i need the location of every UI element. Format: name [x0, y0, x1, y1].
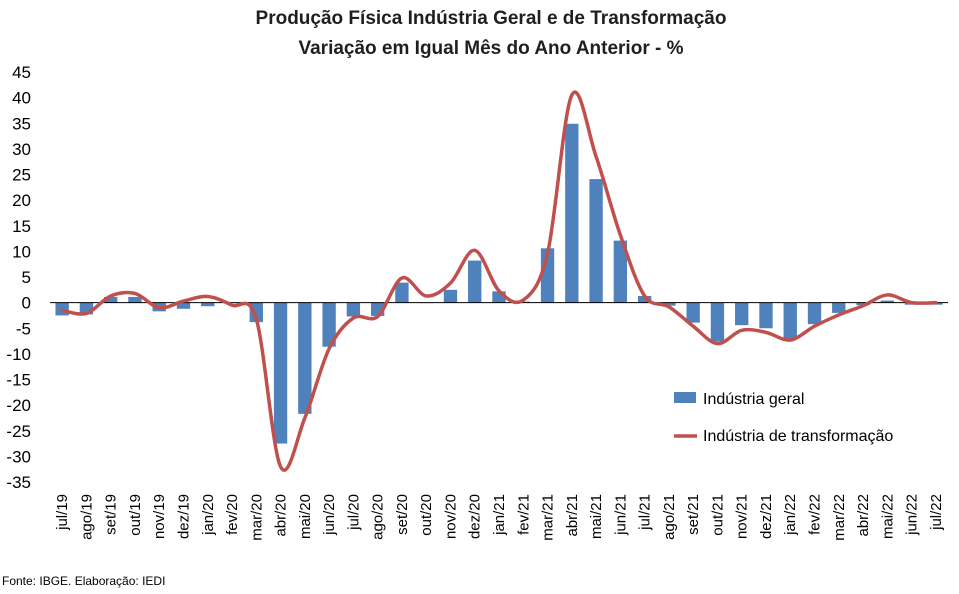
y-tick-label: 30	[12, 140, 31, 159]
x-tick-label: jul/20	[345, 494, 362, 531]
x-tick-label: mai/20	[297, 494, 314, 539]
x-tick-label: dez/20	[467, 494, 484, 539]
bar-mai-21	[589, 179, 603, 303]
x-tick-label: ago/19	[78, 494, 95, 540]
x-tick-label: set/21	[685, 494, 702, 535]
bar-series	[55, 123, 943, 444]
bar-jan-20	[201, 302, 215, 307]
x-tick-label: jan/21	[491, 494, 508, 536]
x-tick-label: mar/21	[540, 494, 557, 541]
bar-fev-22	[807, 302, 822, 325]
x-tick-label: out/19	[127, 494, 144, 536]
x-tick-label: nov/20	[442, 494, 459, 539]
bar-ago-21	[662, 302, 676, 306]
x-tick-label: out/21	[709, 494, 726, 536]
x-tick-label: jun/22	[904, 494, 921, 536]
bar-dez-21	[759, 302, 773, 329]
legend: Indústria geral Indústria de transformaç…	[674, 391, 893, 445]
bar-out-19	[128, 296, 142, 303]
bar-mai-20	[298, 302, 312, 414]
bar-abr-21	[565, 123, 579, 303]
y-tick-label: 15	[12, 217, 31, 236]
x-tick-label: fev/21	[515, 494, 532, 535]
bar-set-19	[104, 296, 118, 303]
x-tick-label: ago/21	[661, 494, 678, 540]
bar-set-20	[395, 282, 409, 303]
x-tick-label: mar/22	[831, 494, 848, 541]
y-tick-label: -25	[6, 422, 31, 441]
x-tick-label: set/20	[394, 494, 411, 535]
y-tick-label: 45	[12, 63, 31, 82]
x-tick-label: jul/22	[928, 494, 945, 531]
x-tick-label: abr/22	[855, 494, 872, 537]
x-tick-label: mai/22	[879, 494, 896, 539]
y-tick-label: -5	[16, 319, 31, 338]
y-tick-label: -10	[6, 345, 31, 364]
x-tick-label: dez/19	[175, 494, 192, 539]
legend-bar-swatch	[674, 392, 696, 403]
x-tick-label: out/20	[418, 494, 435, 536]
x-tick-label: jan/20	[200, 494, 217, 536]
x-tick-label: mai/21	[588, 494, 605, 539]
x-tick-label: set/19	[103, 494, 120, 535]
x-tick-label: dez/21	[758, 494, 775, 539]
source-note: Fonte: IBGE. Elaboração: IEDI	[2, 574, 166, 588]
bar-abr-20	[273, 302, 288, 444]
bar-jan-22	[783, 302, 797, 340]
x-tick-label: ago/20	[370, 494, 387, 540]
x-tick-label: fev/22	[807, 494, 824, 535]
x-tick-label: jul/21	[637, 494, 654, 531]
bar-nov-21	[735, 302, 749, 326]
x-tick-label: nov/19	[151, 494, 168, 539]
y-tick-label: -15	[6, 371, 31, 390]
y-tick-label: 5	[22, 268, 31, 287]
bar-nov-20	[443, 289, 458, 303]
x-tick-label: jun/20	[321, 494, 338, 536]
bar-mar-22	[832, 302, 846, 313]
y-tick-label: 35	[12, 114, 31, 133]
y-tick-label: 40	[12, 89, 31, 108]
legend-bar-label: Indústria geral	[703, 391, 804, 408]
y-axis-ticks: 45 40 35 30 25 20 15 10 5 0 -5 -10 -15 -20 -25 -30 -35	[6, 63, 31, 492]
bar-dez-19	[176, 302, 191, 309]
x-tick-label: abr/21	[564, 494, 581, 537]
transformation-line	[60, 90, 938, 472]
bar-jun-20	[322, 302, 336, 347]
bar-jan-21	[492, 291, 506, 303]
x-tick-label: jun/21	[612, 494, 629, 536]
y-tick-label: 10	[12, 242, 31, 261]
bar-jun-21	[613, 240, 628, 303]
bar-set-21	[686, 302, 700, 323]
bar-ago-19	[79, 302, 94, 315]
legend-line-label: Indústria de transformação	[703, 428, 893, 445]
x-axis-ticks: jul/19 ago/19 set/19 out/19 nov/19 dez/19 jan/…	[54, 494, 945, 541]
bar-jul-20	[346, 302, 361, 317]
x-tick-label: jan/22	[782, 494, 799, 536]
chart-subtitle: Variação em Igual Mês do Ano Anterior - …	[298, 38, 683, 59]
x-tick-label: nov/21	[734, 494, 751, 539]
bar-jul-21	[637, 295, 652, 303]
y-tick-label: 20	[12, 191, 31, 210]
y-tick-label: -20	[6, 396, 31, 415]
y-tick-label: 25	[12, 166, 31, 185]
y-tick-label: -35	[6, 473, 31, 492]
y-tick-label: 0	[22, 294, 31, 313]
x-tick-label: mar/20	[248, 494, 265, 541]
x-tick-label: jul/19	[54, 494, 71, 531]
bar-dez-20	[468, 260, 482, 303]
x-tick-label: fev/20	[224, 494, 241, 535]
bar-out-21	[710, 302, 725, 342]
chart-title: Produção Física Indústria Geral e de Tra…	[256, 8, 727, 29]
bar-mai-22	[880, 300, 894, 303]
x-tick-label: abr/20	[273, 494, 290, 537]
y-tick-label: -30	[6, 447, 31, 466]
